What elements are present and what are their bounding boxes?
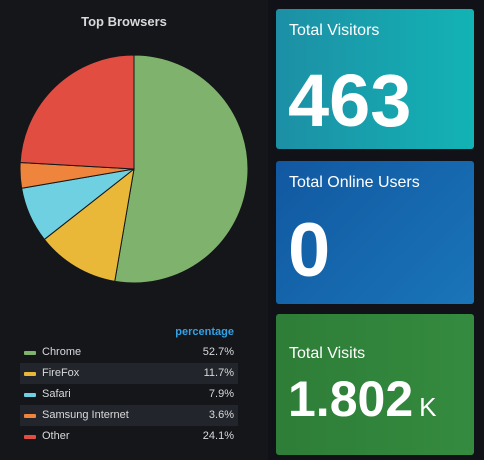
pie-legend: percentage Chrome 52.7% FireFox 11.7% Safari… (20, 323, 238, 447)
stat-unit: K (419, 392, 437, 422)
legend-item-firefox[interactable]: FireFox 11.7% (20, 363, 238, 384)
legend-item-other[interactable]: Other 24.1% (20, 426, 238, 447)
legend-swatch (24, 434, 36, 439)
total-online-users-panel: Total Online Users 0 (276, 161, 474, 304)
stat-value: 0 (288, 208, 331, 293)
stat-value: 463 (288, 59, 412, 142)
legend-swatch (24, 371, 36, 376)
total-visitors-panel: Total Visitors 463 (276, 9, 474, 149)
legend-swatch (24, 392, 36, 397)
legend-swatch (24, 413, 36, 418)
top-browsers-panel: Top Browsers percentage Chrome 52.7% FireF… (19, 14, 249, 447)
legend-label: Chrome (42, 346, 82, 358)
browser-pie-chart (19, 54, 249, 284)
legend-value: 24.1% (202, 430, 234, 442)
legend-item-safari[interactable]: Safari 7.9% (20, 384, 238, 405)
legend-header-percentage[interactable]: percentage (175, 326, 234, 338)
legend-value: 52.7% (202, 346, 234, 358)
pie-slice-chrome[interactable] (114, 54, 249, 284)
legend-label: FireFox (42, 367, 80, 379)
total-visits-panel: Total Visits 1.802 K (276, 314, 474, 455)
legend-value: 11.7% (203, 367, 234, 379)
pie-slice-other[interactable] (19, 54, 135, 170)
legend-value: 3.6% (208, 409, 234, 421)
stat-title: Total Visitors (289, 22, 380, 39)
legend-label: Other (42, 430, 70, 442)
stat-title: Total Visits (289, 345, 366, 362)
legend-value: 7.9% (208, 388, 234, 400)
legend-label: Samsung Internet (42, 409, 129, 421)
pie-slice-firefox[interactable] (43, 167, 135, 282)
legend-item-chrome[interactable]: Chrome 52.7% (20, 342, 238, 363)
stat-value: 1.802 K (288, 371, 437, 427)
legend-swatch (24, 350, 36, 355)
legend-item-samsung-internet[interactable]: Samsung Internet 3.6% (20, 405, 238, 426)
panel-title[interactable]: Top Browsers (81, 14, 167, 29)
legend-label: Safari (42, 388, 71, 400)
stat-title: Total Online Users (289, 174, 420, 191)
